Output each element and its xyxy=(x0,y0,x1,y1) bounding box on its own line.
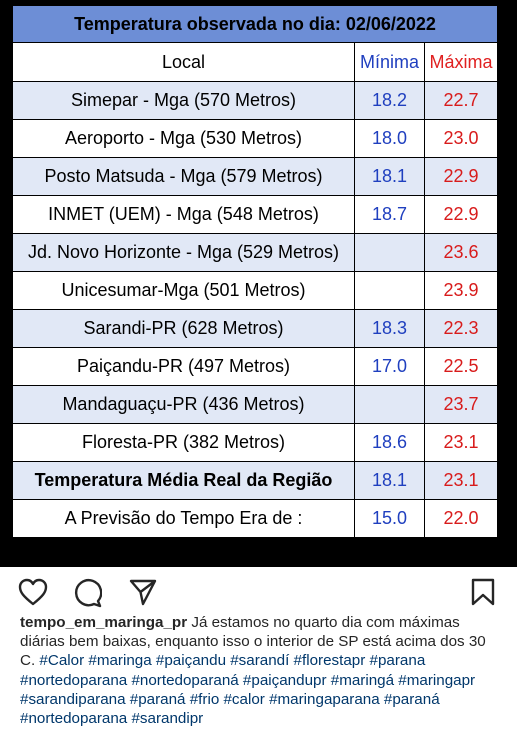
row-min: 18.1 xyxy=(354,157,425,196)
row-local: Mandaguaçu-PR (436 Metros) xyxy=(12,385,355,424)
caption-text: Já estamos no quarto dia com máximas diá… xyxy=(20,614,486,670)
row-max: 22.9 xyxy=(423,157,499,196)
header-local: Local xyxy=(12,42,355,82)
row-max: 23.0 xyxy=(423,119,499,158)
row-min xyxy=(354,271,425,310)
row-min: 18.0 xyxy=(354,119,425,158)
caption-username[interactable]: tempo_em_maringa_pr xyxy=(20,614,188,631)
row-min: 18.1 xyxy=(354,461,425,500)
table-row: Jd. Novo Horizonte - Mga (529 Metros) 23… xyxy=(12,233,499,272)
header-max: Máxima xyxy=(423,42,499,82)
row-local: Temperatura Média Real da Região xyxy=(12,461,355,500)
caption-hashtags[interactable]: #Calor #maringa #paiçandu #sarandí #flor… xyxy=(20,652,476,728)
row-max: 23.9 xyxy=(423,271,499,310)
row-max: 23.6 xyxy=(423,233,499,272)
row-local: Paiçandu-PR (497 Metros) xyxy=(12,347,355,386)
row-min: 17.0 xyxy=(354,347,425,386)
post-image: Temperatura observada no dia: 02/06/2022… xyxy=(0,0,517,567)
temperature-table: Temperatura observada no dia: 02/06/2022… xyxy=(11,5,499,538)
table-row: INMET (UEM) - Mga (548 Metros) 18.7 22.9 xyxy=(12,195,499,234)
row-min: 18.2 xyxy=(354,81,425,120)
share-icon[interactable] xyxy=(128,577,158,612)
table-row: Sarandi-PR (628 Metros) 18.3 22.3 xyxy=(12,309,499,348)
row-max: 23.7 xyxy=(423,385,499,424)
row-local: A Previsão do Tempo Era de : xyxy=(12,499,355,538)
row-local: Jd. Novo Horizonte - Mga (529 Metros) xyxy=(12,233,355,272)
comment-icon[interactable] xyxy=(72,578,103,613)
row-local: Simepar - Mga (570 Metros) xyxy=(12,81,355,120)
table-row: Paiçandu-PR (497 Metros) 17.0 22.5 xyxy=(12,347,499,386)
post-caption: tempo_em_maringa_pr Já estamos no quarto… xyxy=(20,613,504,728)
table-title: Temperatura observada no dia: 02/06/2022 xyxy=(11,5,499,43)
table-row: Unicesumar-Mga (501 Metros) 23.9 xyxy=(12,271,499,310)
row-min: 15.0 xyxy=(354,499,425,538)
table-row: Simepar - Mga (570 Metros) 18.2 22.7 xyxy=(12,81,499,120)
row-local: Sarandi-PR (628 Metros) xyxy=(12,309,355,348)
table-row-forecast: A Previsão do Tempo Era de : 15.0 22.0 xyxy=(12,499,499,538)
row-local: Unicesumar-Mga (501 Metros) xyxy=(12,271,355,310)
row-local: Posto Matsuda - Mga (579 Metros) xyxy=(12,157,355,196)
row-max: 22.0 xyxy=(423,499,499,538)
table-row: Posto Matsuda - Mga (579 Metros) 18.1 22… xyxy=(12,157,499,196)
heart-icon[interactable] xyxy=(18,578,48,611)
header-min: Mínima xyxy=(354,42,425,82)
table-row-average: Temperatura Média Real da Região 18.1 23… xyxy=(12,461,499,500)
row-max: 22.3 xyxy=(423,309,499,348)
row-max: 23.1 xyxy=(423,461,499,500)
row-local: INMET (UEM) - Mga (548 Metros) xyxy=(12,195,355,234)
bookmark-icon[interactable] xyxy=(470,577,496,612)
row-local: Floresta-PR (382 Metros) xyxy=(12,423,355,462)
row-min: 18.7 xyxy=(354,195,425,234)
row-min xyxy=(354,385,425,424)
table-row: Aeroporto - Mga (530 Metros) 18.0 23.0 xyxy=(12,119,499,158)
row-max: 23.1 xyxy=(423,423,499,462)
row-min: 18.3 xyxy=(354,309,425,348)
table-row: Floresta-PR (382 Metros) 18.6 23.1 xyxy=(12,423,499,462)
row-local: Aeroporto - Mga (530 Metros) xyxy=(12,119,355,158)
row-max: 22.9 xyxy=(423,195,499,234)
post-action-bar xyxy=(0,567,517,617)
table-row: Mandaguaçu-PR (436 Metros) 23.7 xyxy=(12,385,499,424)
row-min xyxy=(354,233,425,272)
row-min: 18.6 xyxy=(354,423,425,462)
row-max: 22.5 xyxy=(423,347,499,386)
row-max: 22.7 xyxy=(423,81,499,120)
